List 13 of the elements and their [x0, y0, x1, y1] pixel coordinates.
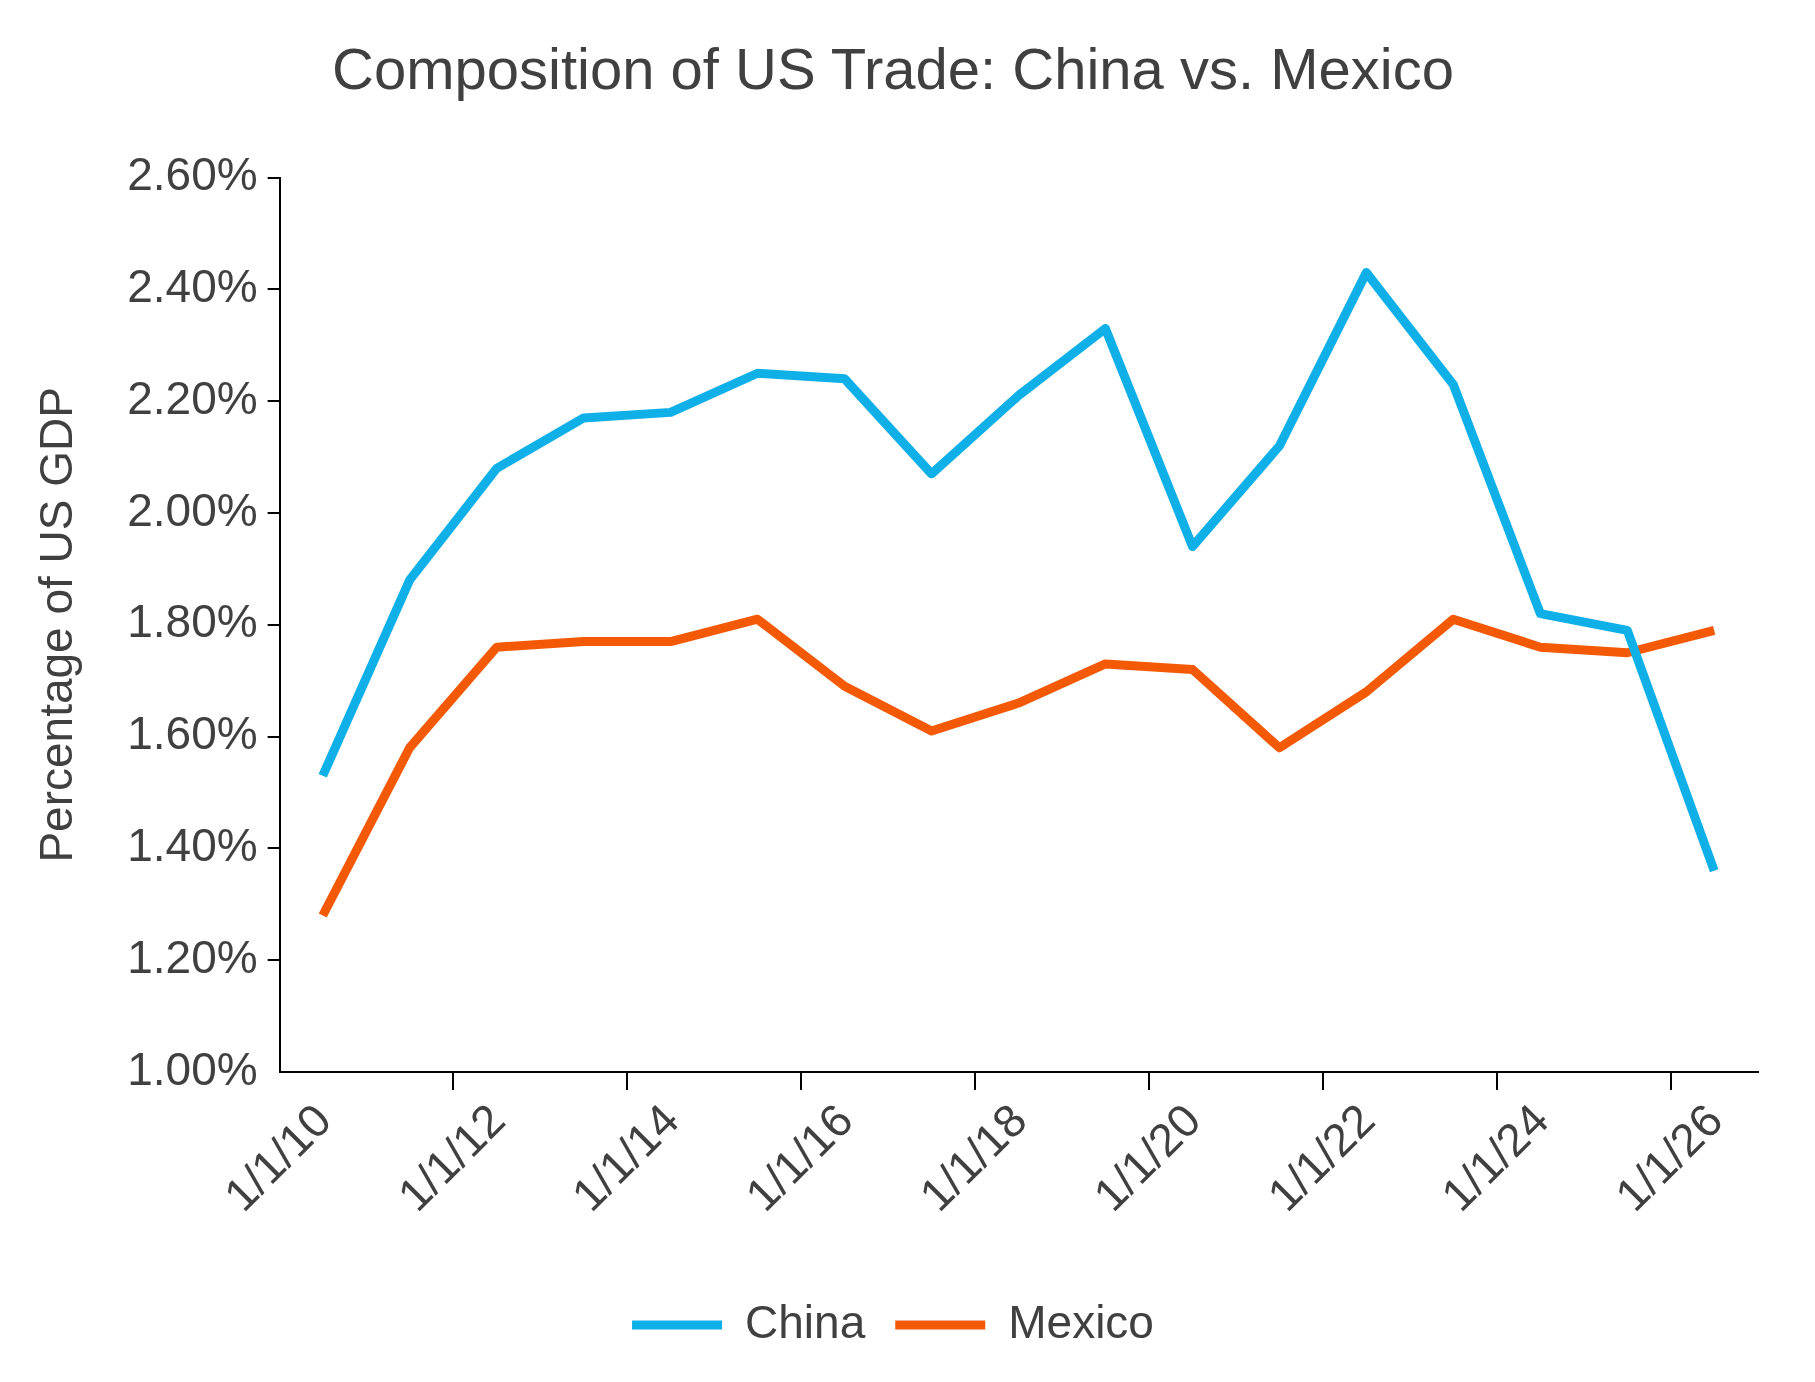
y-tick-label: 1.60%: [127, 707, 258, 760]
y-axis-title: Percentage of US GDP: [30, 387, 83, 863]
y-tick-label: 1.20%: [127, 930, 258, 983]
y-tick-label: 2.60%: [127, 148, 258, 201]
chart-title: Composition of US Trade: China vs. Mexico: [332, 35, 1454, 101]
y-tick-label: 2.00%: [127, 483, 258, 536]
y-tick-label: 1.40%: [127, 819, 258, 872]
y-tick-label: 2.20%: [127, 371, 258, 424]
y-tick-label: 1.00%: [127, 1042, 258, 1095]
legend-label: Mexico: [1008, 1295, 1154, 1348]
y-tick-label: 2.40%: [127, 260, 258, 313]
legend-label: China: [745, 1295, 866, 1348]
y-tick-label: 1.80%: [127, 595, 258, 648]
